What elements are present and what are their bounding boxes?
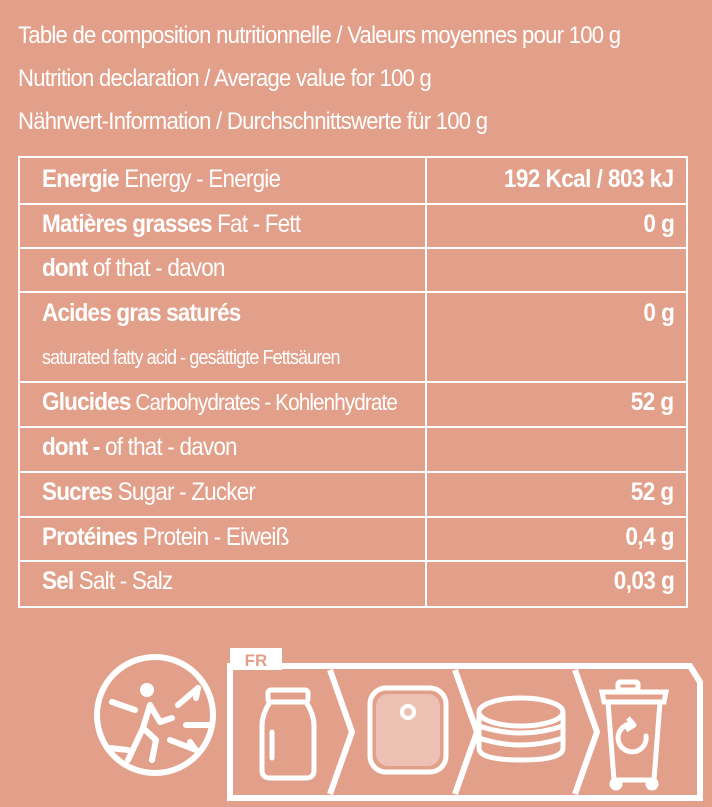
intro-line-de: Nährwert-Information / Durchschnittswert… [18, 108, 488, 135]
row-sublabel: saturated fatty acid - gesättigte Fettsä… [42, 347, 340, 369]
row-label: Energie Energy - Energie [42, 165, 281, 193]
row-value: 52 g [631, 478, 674, 506]
capsule-icon [476, 695, 566, 763]
nutrition-intro: Table de composition nutritionnelle / Va… [18, 14, 698, 143]
row-value: 192 Kcal / 803 kJ [504, 165, 674, 193]
row-protein: Protéines Protein - Eiweiß 0,4 g [20, 516, 686, 562]
row-value: 0 g [643, 299, 674, 327]
row-fat: Matières grasses Fat - Fett 0 g [20, 203, 686, 249]
recycling-bin-icon [598, 679, 670, 791]
row-label: Glucides Carbohydrates - Kohlenhydrate [42, 388, 398, 416]
row-of-that-2: dont - of that - davon [20, 426, 686, 473]
nutrition-table: Energie Energy - Energie 192 Kcal / 803 … [18, 156, 688, 608]
row-saturated-fat: Acides gras saturés saturated fatty acid… [20, 291, 686, 383]
row-sugars: Sucres Sugar - Zucker 52 g [20, 471, 686, 518]
glass-jar-icon [259, 687, 317, 781]
intro-line-fr: Table de composition nutritionnelle / Va… [18, 22, 621, 49]
country-code: FR [245, 651, 268, 670]
row-label: Protéines Protein - Eiweiß [42, 523, 289, 551]
row-value: 0,03 g [613, 567, 674, 595]
intro-line-en: Nutrition declaration / Average value fo… [18, 65, 432, 92]
chevron-right-icon [452, 668, 481, 796]
row-label: Sel Salt - Salz [42, 567, 173, 595]
row-label: Acides gras saturés [42, 299, 241, 327]
row-label: dont - of that - davon [42, 433, 238, 461]
triman-icon [94, 654, 216, 776]
recycling-icons: FR [94, 648, 703, 801]
lid-icon [367, 685, 449, 775]
row-of-that: dont of that - davon [20, 247, 686, 293]
chevron-right-icon [327, 668, 356, 796]
recycling-info: FR [0, 630, 712, 802]
row-value: 0,4 g [625, 523, 674, 551]
row-label: Matières grasses Fat - Fett [42, 210, 301, 238]
row-salt: Sel Salt - Salz 0,03 g [20, 560, 686, 606]
row-value: 52 g [631, 388, 674, 416]
chevron-right-icon [572, 668, 601, 796]
row-energy: Energie Energy - Energie 192 Kcal / 803 … [20, 158, 686, 205]
row-carbohydrates: Glucides Carbohydrates - Kohlenhydrate 5… [20, 381, 686, 428]
row-label: dont of that - davon [42, 254, 225, 282]
row-label: Sucres Sugar - Zucker [42, 478, 256, 506]
row-value: 0 g [643, 210, 674, 238]
sorting-info-box [227, 648, 703, 801]
